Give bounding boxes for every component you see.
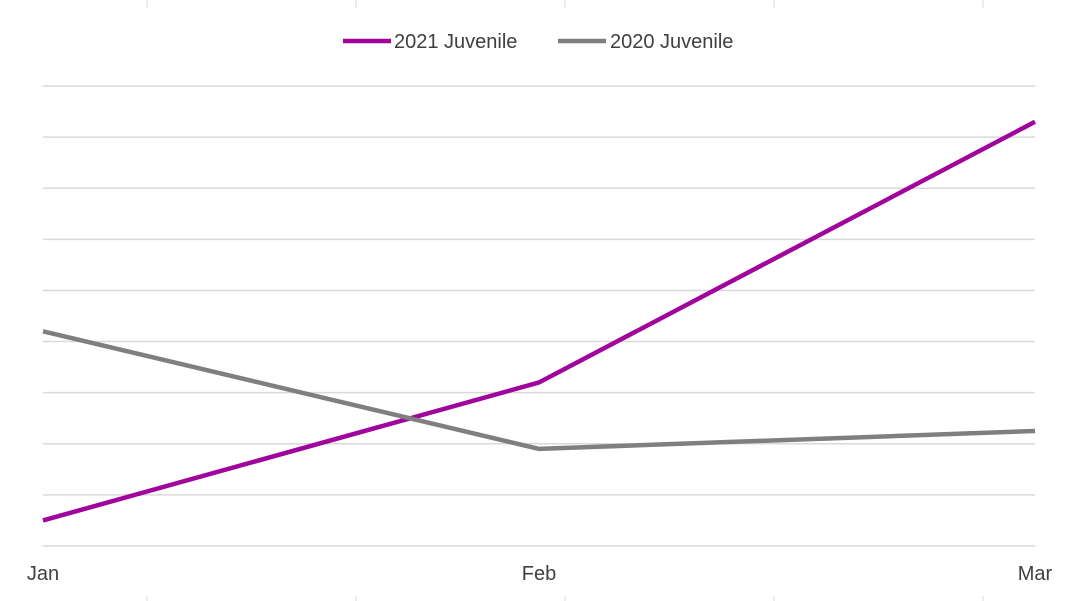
- series-lines: [42, 119, 1037, 523]
- x-tick-label-feb: Feb: [522, 563, 556, 585]
- frame-ticks-bottom: [146, 596, 984, 601]
- legend-item-2021-juvenile: 2021 Juvenile: [343, 31, 517, 53]
- legend-item-2020-juvenile: 2020 Juvenile: [558, 31, 733, 53]
- frame-ticks-top: [146, 0, 984, 8]
- gridlines: [43, 85, 1035, 547]
- legend-label-2020-juvenile: 2020 Juvenile: [610, 31, 733, 53]
- x-axis-tick-labels: Jan Feb Mar: [27, 563, 1053, 585]
- series-line-2020-juvenile: [42, 329, 1036, 452]
- legend: 2021 Juvenile 2020 Juvenile: [343, 31, 733, 53]
- x-tick-label-jan: Jan: [27, 563, 59, 585]
- series-line-2021-juvenile: [42, 119, 1037, 523]
- legend-label-2021-juvenile: 2021 Juvenile: [394, 31, 517, 53]
- x-tick-label-mar: Mar: [1018, 563, 1053, 585]
